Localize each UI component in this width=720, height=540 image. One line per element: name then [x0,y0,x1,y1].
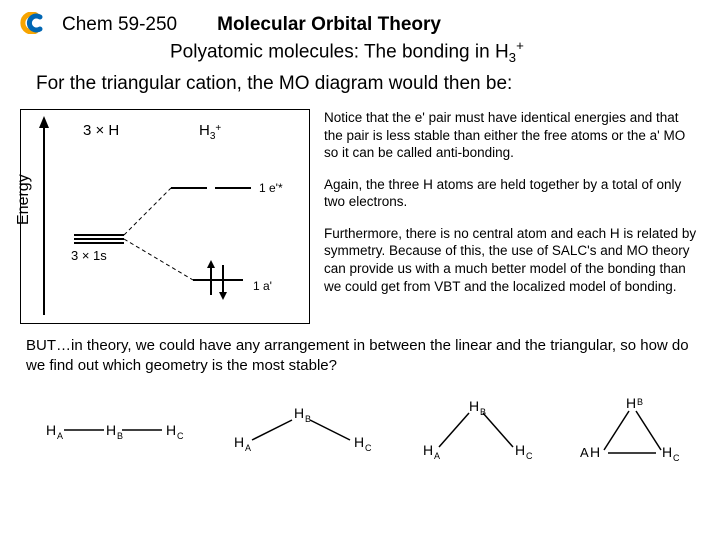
svg-text:C: C [365,443,372,453]
svg-text:H: H [166,422,176,438]
subtitle-text: Polyatomic molecules: The bonding in H [170,41,509,62]
svg-text:B: B [637,397,643,407]
svg-text:A: A [580,445,589,460]
svg-text:H: H [626,395,636,411]
svg-text:H: H [354,434,364,450]
mo-diagram-svg: 3 × H H3+ 3 × 1s 1 e'* 1 a' [21,110,311,325]
but-line: BUT…in theory, we could have any arrange… [26,336,700,377]
svg-text:A: A [434,451,440,461]
diag-right-label: H3+ [199,122,221,142]
content-row: Energy 3 × H H3+ 3 × 1s [20,109,700,324]
geometry-bent-wide: HA HB HC [224,402,379,457]
subtitle-sub: 3 [509,50,516,65]
para-1: Notice that the e' pair must have identi… [324,109,700,162]
course-code: Chem 59-250 [62,14,177,36]
svg-text:H: H [423,442,433,458]
svg-text:H: H [469,398,479,414]
svg-text:A: A [245,443,251,453]
subtitle-sup: + [516,38,524,53]
svg-text:H: H [662,444,672,460]
energy-axis-label: Energy [15,174,33,225]
intro-line: For the triangular cation, the MO diagra… [36,73,700,95]
svg-text:H: H [294,405,304,421]
geometry-linear: HA HB HC [36,405,191,455]
geometry-row: HA HB HC HA HB HC HA HB HC A H HB HC [20,395,700,465]
svg-text:A: A [57,431,63,441]
diag-ao-label: 3 × 1s [71,248,107,263]
svg-text:C: C [177,431,184,441]
svg-text:B: B [117,431,123,441]
subtitle: Polyatomic molecules: The bonding in H3+ [170,38,700,65]
mo-diagram: Energy 3 × H H3+ 3 × 1s [20,109,310,324]
diag-upper-mo: 1 e'* [259,181,283,195]
header-row: Chem 59-250 Molecular Orbital Theory [20,8,700,36]
logo-icon [20,12,52,32]
para-2: Again, the three H atoms are held togeth… [324,176,700,211]
text-column: Notice that the e' pair must have identi… [324,109,700,324]
geometry-triangle: A H HB HC [574,395,684,465]
page-title: Molecular Orbital Theory [217,14,441,36]
svg-text:H: H [46,422,56,438]
svg-text:B: B [480,407,486,417]
svg-text:H: H [106,422,116,438]
svg-text:C: C [526,451,533,461]
svg-text:B: B [305,414,311,424]
svg-text:H: H [234,434,244,450]
para-3: Furthermore, there is no central atom an… [324,225,700,295]
diag-lower-mo: 1 a' [253,279,272,293]
geometry-bent-narrow: HA HB HC [411,397,541,462]
svg-text:H: H [590,444,600,460]
diag-left-label: 3 × H [83,122,119,139]
svg-text:C: C [673,453,680,463]
svg-text:H: H [515,442,525,458]
